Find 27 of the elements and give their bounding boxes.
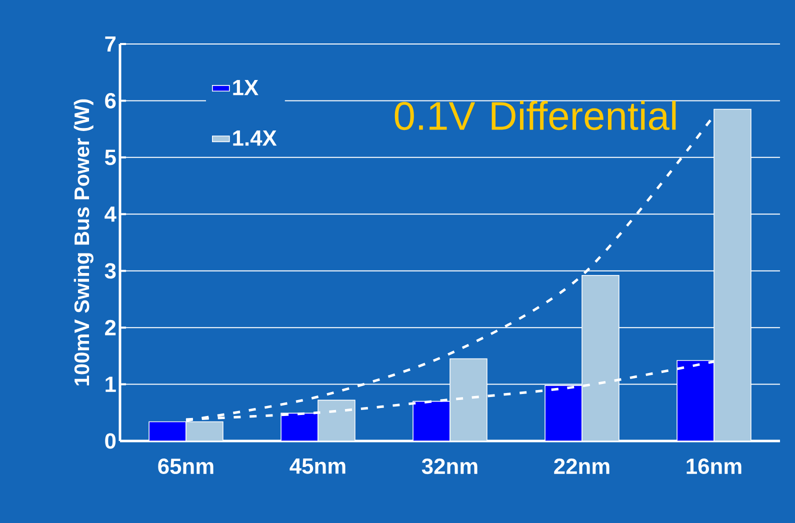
bar: [676, 360, 714, 441]
legend-label: 1X: [233, 80, 258, 96]
bar: [280, 412, 318, 441]
bar: [318, 400, 356, 441]
x-tick-label: 32nm: [422, 458, 478, 474]
bar: [544, 385, 582, 441]
bar: [714, 108, 752, 441]
y-tick-label: 2: [105, 320, 116, 336]
bar: [186, 421, 224, 441]
y-tick-label: 5: [104, 150, 116, 166]
x-tick-label: 45nm: [290, 458, 346, 474]
y-tick-label: 3: [104, 263, 116, 279]
y-tick-label: 6: [105, 92, 116, 108]
x-tick-label: 16nm: [686, 458, 742, 474]
annotation: 0.1V Differential: [394, 100, 676, 130]
y-tick-label: 0: [105, 433, 116, 449]
bar: [412, 400, 450, 441]
y-tick-label: 7: [105, 36, 116, 52]
legend-label: 1.4X: [233, 130, 277, 146]
y-axis-title: 100mV Swing Bus Power (W): [74, 99, 94, 386]
bar: [450, 358, 488, 441]
y-tick-label: 4: [104, 206, 116, 222]
bar: [582, 274, 620, 441]
y-tick-label: 1: [106, 376, 116, 392]
bar: [148, 421, 186, 441]
x-tick-label: 65nm: [158, 458, 214, 474]
x-tick-label: 22nm: [554, 458, 610, 474]
